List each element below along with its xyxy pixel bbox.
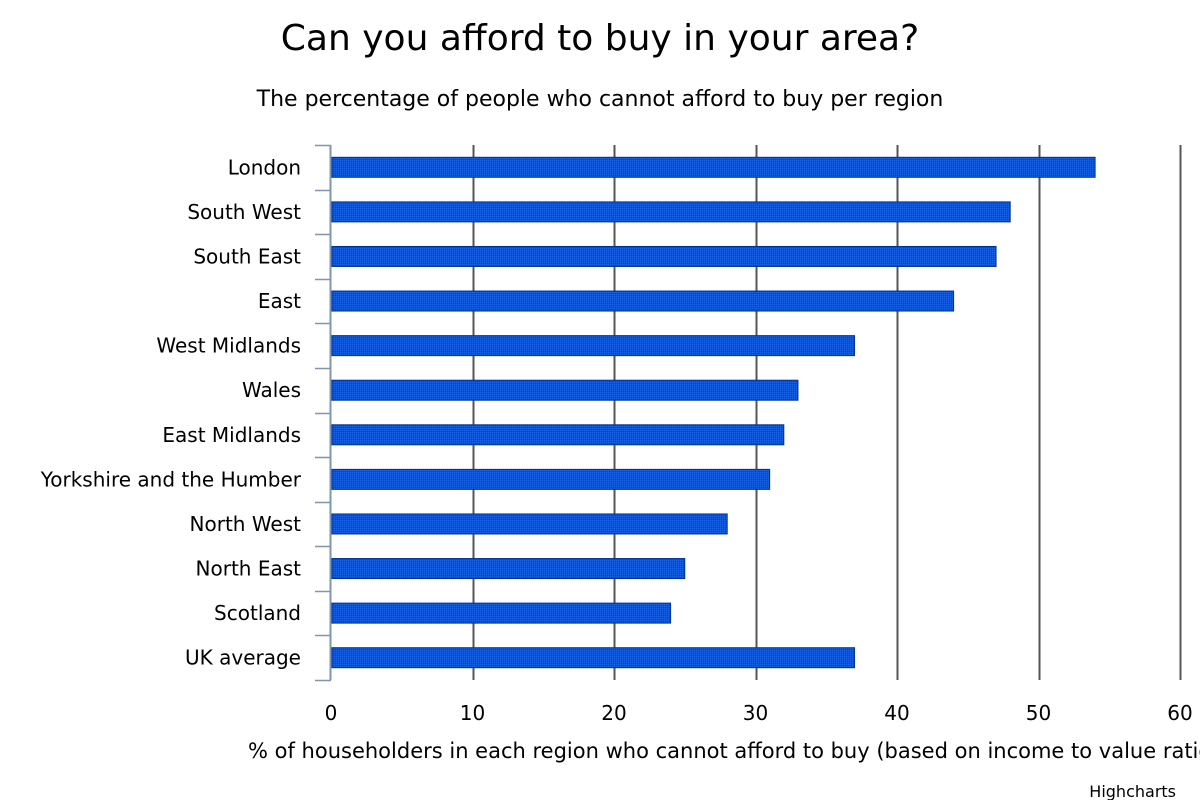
bar xyxy=(331,335,856,357)
bar xyxy=(331,290,955,312)
gridlines xyxy=(472,145,1182,680)
credits-label: Highcharts xyxy=(1089,782,1176,800)
bar xyxy=(331,602,672,624)
bar xyxy=(331,424,785,446)
value-tick-labels: 0 10 20 30 40 50 60 xyxy=(325,701,1193,725)
category-labels: London South West South East East West Midla… xyxy=(40,155,302,669)
bar xyxy=(331,245,997,267)
category-label: South East xyxy=(193,244,301,268)
category-label: East xyxy=(258,289,301,313)
chart-subtitle: The percentage of people who cannot affo… xyxy=(256,87,944,112)
category-axis xyxy=(315,144,332,682)
category-label: South West xyxy=(187,200,301,224)
tick-label: 40 xyxy=(884,701,909,725)
bars xyxy=(331,156,1096,669)
bar xyxy=(331,379,799,401)
category-label: Yorkshire and the Humber xyxy=(40,467,302,491)
category-label: London xyxy=(228,155,301,179)
tick-label: 10 xyxy=(460,701,485,725)
tick-label: 50 xyxy=(1026,701,1051,725)
bar xyxy=(331,201,1011,223)
x-axis-title: % of householders in each region who can… xyxy=(248,739,1200,763)
tick-label: 60 xyxy=(1167,701,1192,725)
tick-label: 20 xyxy=(601,701,626,725)
bar xyxy=(331,156,1096,178)
category-label: Wales xyxy=(242,378,301,402)
category-label: East Midlands xyxy=(162,423,301,447)
bar xyxy=(331,647,856,669)
category-label: Scotland xyxy=(214,601,301,625)
bar xyxy=(331,513,728,535)
chart-title: Can you afford to buy in your area? xyxy=(281,18,919,59)
tick-label: 0 xyxy=(325,701,338,725)
bar xyxy=(331,468,771,490)
category-label: UK average xyxy=(185,646,301,670)
category-label: North West xyxy=(190,512,302,536)
tick-label: 30 xyxy=(743,701,768,725)
category-label: North East xyxy=(196,557,302,581)
category-label: West Midlands xyxy=(156,334,301,358)
bar xyxy=(331,558,686,580)
